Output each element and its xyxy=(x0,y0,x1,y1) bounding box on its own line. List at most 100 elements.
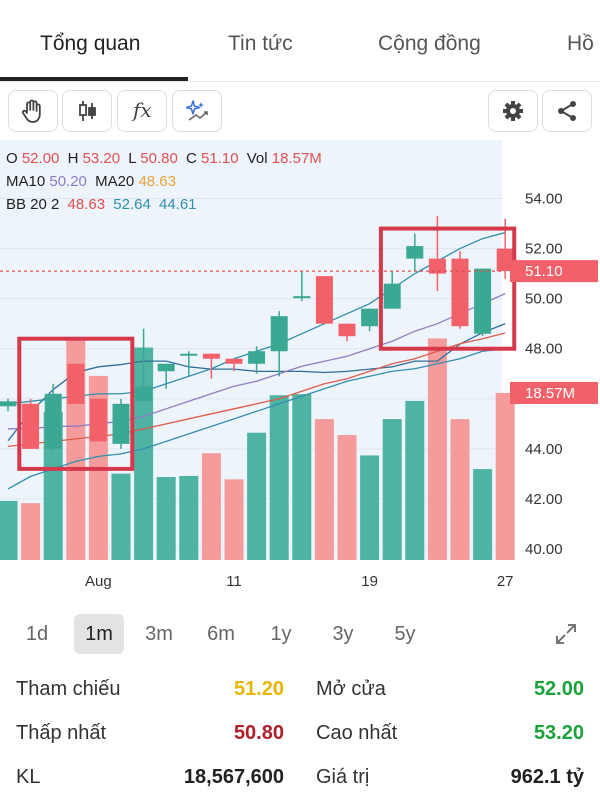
tab-overview[interactable]: Tổng quan xyxy=(40,32,141,55)
candle xyxy=(157,363,175,389)
hand-tool-button[interactable] xyxy=(8,90,58,132)
volume-bar xyxy=(450,419,470,560)
hand-icon xyxy=(21,99,41,123)
svg-text:51.10: 51.10 xyxy=(525,263,563,280)
range-6m[interactable]: 6m xyxy=(207,622,235,645)
volume-label: KL xyxy=(16,766,41,788)
top-tab-bar: Tổng quan Tin tức Cộng đồng Hồ xyxy=(0,0,600,82)
candlestick-type-button[interactable] xyxy=(62,90,112,132)
volume-bar xyxy=(21,503,41,560)
candle xyxy=(338,323,356,342)
candle-body xyxy=(474,268,492,334)
volume-bar xyxy=(156,477,176,560)
ref-price-value: 51.20 xyxy=(233,678,284,700)
share-icon xyxy=(558,101,576,121)
ma-legend: MA10 50.20 MA20 48.63 xyxy=(6,173,176,190)
volume-bar xyxy=(224,479,244,560)
volume-bar xyxy=(247,432,267,560)
candle-body xyxy=(406,246,424,259)
range-5y[interactable]: 5y xyxy=(394,622,416,645)
candle xyxy=(270,311,288,377)
range-3y[interactable]: 3y xyxy=(332,622,354,645)
range-3m[interactable]: 3m xyxy=(145,622,173,645)
expand-icon[interactable] xyxy=(554,622,578,646)
candle-body xyxy=(338,323,356,337)
y-tick-label: 40.00 xyxy=(525,541,563,558)
candle xyxy=(202,353,220,379)
svg-text:18.57M: 18.57M xyxy=(525,385,575,402)
candle-body xyxy=(180,353,198,356)
y-tick-label: 50.00 xyxy=(525,291,563,308)
y-tick-label: 54.00 xyxy=(525,191,563,208)
volume-bar xyxy=(179,475,199,560)
chart-settings-button[interactable] xyxy=(488,90,538,132)
candle xyxy=(383,271,401,309)
highlight-box xyxy=(17,336,135,471)
candle-body xyxy=(89,398,107,442)
candle xyxy=(406,233,424,272)
candle xyxy=(112,398,130,449)
ref-price-label: Tham chiếu xyxy=(16,678,121,700)
tab-news[interactable]: Tin tức xyxy=(228,32,293,55)
candle-body xyxy=(315,276,333,324)
range-selector: 1d 1m 3m 6m 1y 3y 5y xyxy=(0,610,600,658)
candle-body xyxy=(225,358,243,364)
candle xyxy=(135,328,153,402)
candle xyxy=(361,308,379,332)
candlestick-icon xyxy=(79,101,96,121)
candle-body xyxy=(293,296,311,299)
candle-body xyxy=(202,353,220,359)
highlight-box xyxy=(378,226,517,351)
range-1d[interactable]: 1d xyxy=(25,622,49,645)
volume-bar xyxy=(427,338,447,560)
range-1y[interactable]: 1y xyxy=(270,622,292,645)
volume-bar xyxy=(269,395,289,560)
high-price-value: 53.20 xyxy=(533,722,584,744)
share-button[interactable] xyxy=(542,90,592,132)
x-tick-label: 19 xyxy=(361,573,378,590)
volume-bar xyxy=(0,500,18,560)
candle xyxy=(248,346,266,374)
bb-legend: BB 20 2 48.63 52.64 44.61 xyxy=(6,196,197,213)
x-tick-label: 27 xyxy=(497,573,514,590)
volume-bar xyxy=(337,435,357,560)
volume-bar xyxy=(360,455,380,560)
trade-value-label: Giá trị xyxy=(316,766,370,788)
y-tick-label: 52.00 xyxy=(525,241,563,258)
sparkle-draw-icon xyxy=(185,100,208,121)
candle xyxy=(44,383,62,452)
price-chart[interactable]: 54.0052.0050.0048.0046.0044.0042.0040.00… xyxy=(0,140,600,596)
tab-more[interactable]: Hồ xyxy=(567,32,594,55)
trade-value-value: 962.1 tỷ xyxy=(510,766,584,788)
candle-body xyxy=(451,258,469,327)
candle-body xyxy=(496,248,514,272)
candle xyxy=(293,271,311,302)
active-tab-indicator xyxy=(0,77,188,81)
volume-value: 18,567,600 xyxy=(183,766,284,788)
candle xyxy=(67,363,85,404)
y-tick-label: 48.00 xyxy=(525,341,563,358)
ohlc-legend: O 52.00 H 53.20 L 50.80 C 51.10 Vol 18.5… xyxy=(6,150,322,167)
high-price-label: Cao nhất xyxy=(316,722,398,744)
stats-row: Tham chiếu 51.20 Mở cửa 52.00 xyxy=(0,668,600,708)
draw-tools-button[interactable] xyxy=(172,90,222,132)
candle-body xyxy=(270,316,288,352)
tab-community[interactable]: Cộng đồng xyxy=(378,32,481,55)
candle xyxy=(0,398,17,412)
stats-row: Thấp nhất 50.80 Cao nhất 53.20 xyxy=(0,712,600,752)
stats-row: KL 18,567,600 Giá trị 962.1 tỷ xyxy=(0,756,600,796)
indicators-button[interactable]: fx xyxy=(117,90,167,132)
volume-bar xyxy=(314,419,334,560)
volume-bar xyxy=(382,419,402,560)
open-price-label: Mở cửa xyxy=(316,678,386,700)
price-badge: 51.10 xyxy=(510,260,598,283)
y-tick-label: 44.00 xyxy=(525,441,563,458)
candle xyxy=(180,351,198,377)
x-tick-label: 11 xyxy=(226,573,242,590)
y-tick-label: 42.00 xyxy=(525,491,563,508)
range-1m[interactable]: 1m xyxy=(74,614,124,654)
svg-text:fx: fx xyxy=(131,98,152,122)
volume-bar xyxy=(495,392,515,560)
indicator-line xyxy=(7,348,506,490)
candle-body xyxy=(383,283,401,309)
